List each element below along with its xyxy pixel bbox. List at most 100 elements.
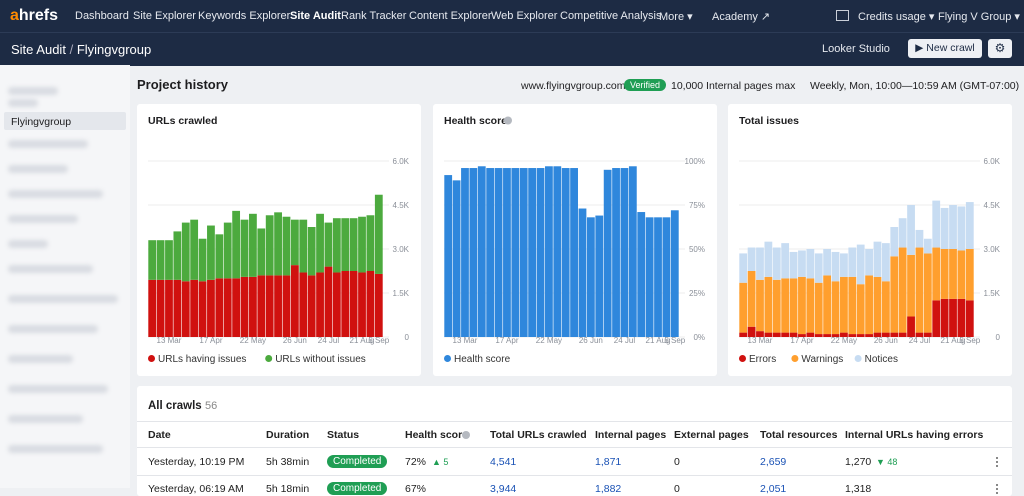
bar [461, 168, 469, 337]
bar [789, 332, 798, 337]
bar [165, 279, 173, 337]
resources-cell[interactable]: 2,659 [760, 456, 787, 468]
duration-cell: 5h 38min [266, 456, 310, 468]
bar [957, 250, 966, 299]
column-header: Health score [405, 429, 469, 441]
section[interactable]: Site Audit [11, 42, 66, 57]
bar [452, 180, 461, 337]
nav-item[interactable]: Site Audit [290, 10, 341, 22]
bar [190, 219, 199, 280]
row-menu[interactable] [996, 484, 1000, 494]
legend-dot [739, 355, 746, 362]
errors-change: ▼ 48 [876, 457, 898, 467]
bar [603, 169, 612, 337]
y-tick-label: 1.5K [984, 289, 1001, 298]
bar [907, 316, 915, 337]
urls-cell[interactable]: 3,944 [490, 483, 517, 495]
bar [965, 300, 974, 337]
new-crawl-button[interactable]: ▶ New crawl [908, 39, 982, 58]
bar [215, 234, 224, 279]
bar [915, 247, 924, 333]
resources-cell[interactable]: 2,051 [760, 483, 787, 495]
divider [137, 447, 1012, 448]
bar [553, 166, 562, 337]
bar [806, 249, 815, 279]
blurred-item [8, 165, 68, 173]
nav-item[interactable]: More ▾ [659, 11, 693, 23]
bar [156, 279, 165, 337]
bar [223, 222, 232, 279]
x-tick-label: 13 Mar [453, 336, 478, 345]
bar [949, 298, 957, 337]
bar [856, 284, 865, 335]
nav-item[interactable]: Site Explorer [133, 10, 196, 22]
bar [756, 247, 764, 280]
x-tick-label: 17 Apr [790, 336, 813, 345]
bar [865, 334, 873, 337]
x-tick-label: 24 Jul [614, 336, 636, 345]
project-url[interactable]: www.flyingvgroup.com/ [521, 80, 629, 92]
blurred-item [8, 385, 108, 393]
account-menu[interactable]: Flying V Group ▾ [938, 11, 1020, 23]
breadcrumb: Site Audit / Flyingvgroup [11, 42, 151, 57]
bar [823, 334, 832, 337]
bar [898, 332, 907, 337]
selected-project[interactable]: Flyingvgroup [11, 116, 72, 128]
bar [840, 332, 848, 337]
y-tick-label: 6.0K [984, 157, 1001, 166]
nav-item[interactable]: Competitive Analysis [560, 10, 662, 22]
y-tick-label: 25% [689, 289, 705, 298]
looker-studio[interactable]: Looker Studio [822, 43, 890, 55]
bar [316, 213, 324, 273]
bar [469, 168, 478, 337]
bar [282, 216, 291, 276]
bar [957, 206, 966, 251]
bar [207, 279, 215, 337]
column-header: Date [148, 429, 171, 441]
chart: Total issues 0 1.5K 3.0K 4.5K 6.0K 13 Mar 17 Ap… [739, 115, 1001, 365]
column-header: Duration [266, 429, 310, 441]
nav-item[interactable]: Rank Tracker [341, 10, 407, 22]
bar [290, 265, 299, 337]
bar [831, 334, 840, 337]
bar [798, 250, 806, 277]
credits-usage[interactable]: Credits usage ▾ [858, 11, 935, 23]
bar [957, 298, 966, 337]
bar [873, 276, 882, 333]
legend-dot [265, 355, 273, 362]
bar [932, 247, 941, 301]
bar [290, 219, 299, 266]
blurred-item [8, 295, 118, 303]
nav-item[interactable]: Dashboard [75, 10, 129, 22]
bar [477, 166, 486, 337]
legend-label: Errors [749, 354, 776, 365]
x-tick-label: 17 Apr [199, 336, 222, 345]
internal-cell[interactable]: 1,871 [595, 456, 622, 468]
column-header: Internal pages [595, 429, 667, 441]
bar [181, 222, 190, 282]
separator: / [69, 42, 74, 57]
status-cell: Completed [327, 455, 388, 468]
bar [240, 276, 249, 337]
row-menu[interactable] [996, 457, 1000, 467]
bar [561, 168, 570, 337]
bar [299, 272, 308, 337]
nav-item[interactable]: Content Explorer [409, 10, 492, 22]
logo[interactable]: ahrefs [10, 7, 58, 25]
column-header: Total URLs crawled [490, 429, 587, 441]
settings-button[interactable]: ⚙ [988, 39, 1012, 58]
internal-cell[interactable]: 1,882 [595, 483, 622, 495]
bar [915, 332, 924, 337]
bar [848, 247, 857, 277]
nav-item[interactable]: Academy ↗ [712, 11, 771, 23]
bar [366, 215, 375, 271]
bar [873, 332, 882, 337]
nav-item[interactable]: Keywords Explorer [198, 10, 291, 22]
bar [840, 276, 848, 333]
nav-item[interactable]: Web Explorer [491, 10, 558, 22]
sidebar: Flyingvgroup [0, 65, 130, 488]
bar [856, 334, 865, 337]
bar [274, 275, 282, 337]
urls-cell[interactable]: 4,541 [490, 456, 517, 468]
